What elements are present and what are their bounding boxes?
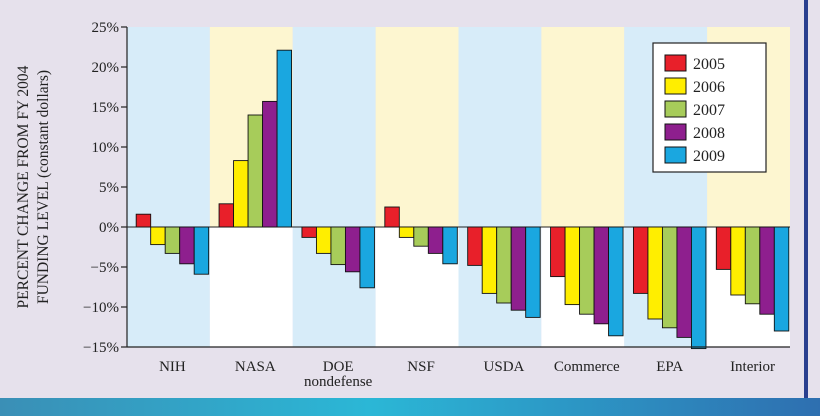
x-tick-sublabel: nondefense: [304, 374, 373, 390]
bar-2007-nasa: [247, 114, 264, 228]
bar-2006-interior: [730, 226, 746, 296]
category-band-3: [375, 27, 459, 227]
bar-2009-doe: [359, 226, 375, 289]
x-tick-label: NSF: [407, 359, 435, 375]
bar-2008-doe: [344, 226, 361, 273]
bar-2005-doe: [301, 226, 317, 238]
bar-2007-nih: [164, 226, 181, 254]
bar-2006-commerce: [564, 226, 581, 306]
bar-2005-nsf: [384, 206, 400, 228]
bar-2006-epa: [647, 226, 663, 320]
bar-2007-nsf: [413, 226, 429, 247]
bar-2008-usda: [510, 226, 527, 311]
bar-2006-nsf: [398, 226, 415, 238]
x-tick-label: EPA: [656, 359, 683, 375]
y-tick-label: 25%: [92, 20, 120, 36]
y-tick-label: 10%: [92, 140, 120, 156]
x-tick-label: NIH: [159, 359, 186, 375]
category-band-0: [127, 27, 210, 227]
decorative-bottom-band: [0, 398, 820, 416]
decorative-right-rule: [804, 0, 808, 398]
bar-2009-usda: [525, 226, 541, 318]
bar-2007-interior: [744, 226, 761, 305]
bar-2009-nih: [193, 226, 210, 275]
bar-2007-commerce: [579, 226, 595, 315]
bar-2006-nasa: [233, 160, 249, 228]
bar-2005-nasa: [218, 203, 235, 228]
bar-2008-nih: [179, 226, 195, 265]
x-tick-label: Commerce: [554, 359, 620, 375]
bar-2009-epa: [690, 226, 707, 350]
legend-swatch-2007: [664, 100, 687, 118]
bar-2006-doe: [315, 226, 332, 254]
bar-2008-commerce: [593, 226, 610, 325]
y-axis-label: PERCENT CHANGE FROM FY 2004 FUNDING LEVEL…: [15, 65, 52, 308]
bar-2009-nasa: [276, 49, 293, 228]
bar-2008-epa: [676, 226, 692, 338]
bar-2006-nih: [150, 226, 166, 246]
legend-label-2007: 2007: [693, 102, 725, 119]
legend-label-2008: 2008: [693, 125, 725, 142]
category-band-2: [292, 27, 376, 227]
bar-2008-interior: [759, 226, 775, 315]
bar-2009-nsf: [442, 226, 458, 265]
bar-2009-commerce: [608, 226, 624, 337]
y-tick-label: 20%: [92, 60, 120, 76]
y-tick-label: −5%: [91, 260, 119, 276]
bar-2005-commerce: [550, 226, 566, 278]
bar-2005-nih: [135, 213, 152, 228]
bar-2007-usda: [496, 226, 512, 304]
y-tick-label: −10%: [83, 300, 119, 316]
y-tick-label: 0%: [99, 220, 119, 236]
bar-2005-interior: [715, 226, 732, 270]
x-tick-label: DOE: [323, 359, 354, 375]
x-tick-label: Interior: [730, 359, 775, 375]
y-axis-label-line: FUNDING LEVEL (constant dollars): [35, 70, 52, 304]
y-axis-label-line: PERCENT CHANGE FROM FY 2004: [15, 65, 32, 308]
x-tick-label: NASA: [235, 359, 276, 375]
bar-2006-usda: [481, 226, 498, 294]
category-band-lower-1: [209, 227, 293, 347]
y-tick-label: −15%: [83, 340, 119, 356]
legend-swatch-2006: [664, 77, 687, 95]
category-band-4: [458, 27, 542, 227]
legend-swatch-2009: [664, 146, 687, 164]
bar-2008-nsf: [427, 226, 444, 254]
bar-2008-nasa: [262, 100, 278, 228]
y-tick-label: 15%: [92, 100, 120, 116]
legend-swatch-2005: [664, 54, 687, 72]
x-tick-label: USDA: [484, 359, 525, 375]
y-tick-label: 5%: [99, 180, 119, 196]
legend-swatch-2008: [664, 123, 687, 141]
legend-label-2009: 2009: [693, 148, 725, 165]
category-band-5: [541, 27, 625, 227]
bar-2005-usda: [467, 226, 483, 266]
legend-label-2005: 2005: [693, 56, 725, 73]
bar-2009-interior: [773, 226, 790, 332]
legend-label-2006: 2006: [693, 79, 725, 96]
bar-2005-epa: [632, 226, 649, 294]
bar-2007-doe: [330, 226, 346, 266]
bar-2007-epa: [661, 226, 678, 329]
